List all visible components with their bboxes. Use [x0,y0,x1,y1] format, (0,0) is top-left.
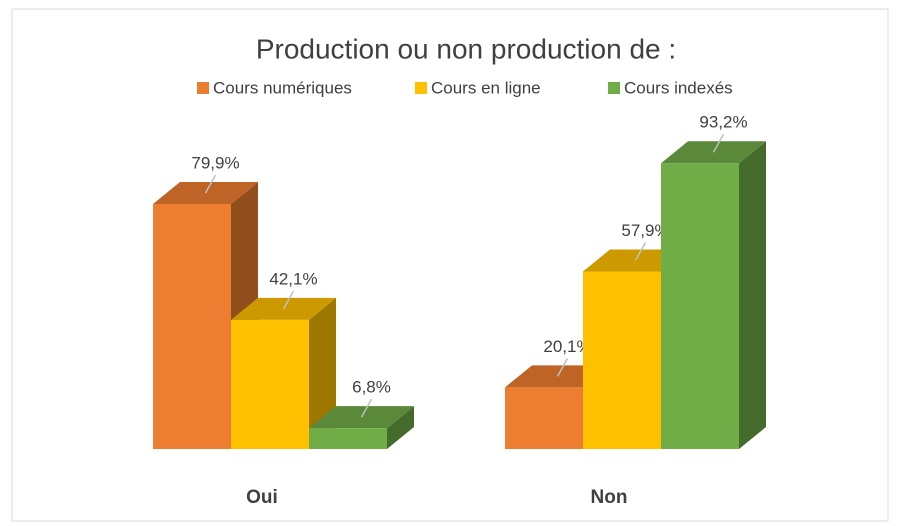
leader-line [556,358,569,377]
legend-swatch [197,82,209,94]
bar [661,163,739,450]
bar [231,319,309,449]
data-label: 79,9% [191,154,239,173]
bar-side [309,297,336,449]
bar-side [387,406,414,449]
data-label: 20,1% [543,337,591,356]
leader-line [634,242,647,261]
data-label: 57,9% [621,221,669,240]
data-label: 6,8% [352,378,391,397]
legend-label: Cours numériques [213,78,352,97]
data-label: 42,1% [269,269,317,288]
x-tick-label: Oui [246,487,278,508]
chart-title: Production ou non production de : [256,33,676,64]
legend-label: Cours indexés [624,78,733,97]
leader-line [204,174,217,194]
legend-label: Cours en ligne [431,78,541,97]
legend-swatch [415,82,427,94]
x-tick-label: Non [591,487,628,508]
bar [505,387,583,449]
legend-swatch [608,82,620,94]
leader-line [712,133,725,153]
data-label: 93,2% [699,113,747,132]
bar [583,271,661,449]
bar-side [739,141,766,450]
leader-line [282,290,295,310]
bar [153,204,231,449]
leader-line [360,398,373,418]
bar [309,428,387,449]
